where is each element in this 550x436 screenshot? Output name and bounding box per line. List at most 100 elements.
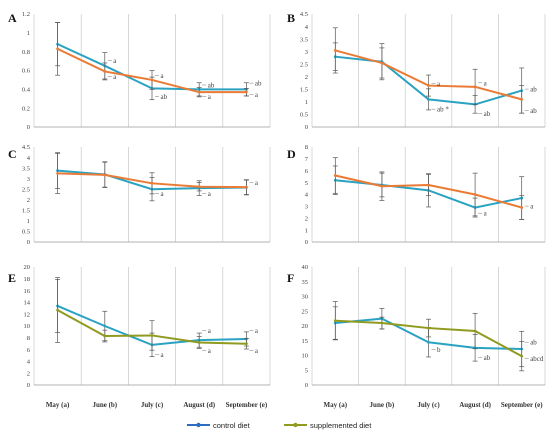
panel-label-c: C [8,147,17,161]
y-tick-label: 0.5 [22,229,30,236]
series-supp [332,27,525,114]
data-point [333,174,337,177]
significance-label: ab [530,107,537,115]
y-tick-label: 20 [24,264,31,271]
y-tick-label: 6 [27,347,31,354]
data-point [245,90,248,94]
significance-label: a [113,73,117,81]
data-point [473,85,477,89]
y-tick-label: 1.5 [300,87,308,94]
y-tick-label: 2.5 [22,186,30,193]
legend-supplemented-label: supplemented diet [310,421,372,430]
significance-label: a [255,327,259,335]
panel-label-d: D [287,147,296,161]
panel-label-e: E [8,271,16,285]
y-tick-label: 1 [305,227,308,234]
data-point [473,193,477,196]
y-tick-label: 20 [302,323,309,330]
significance-label: ab * [437,106,449,114]
y-tick-label: 3 [305,204,308,211]
panel-label-a: A [8,11,17,25]
data-point [197,341,201,344]
data-point [245,185,248,189]
panel-c: C 0 0.5 1 1.5 2 2.5 3 3.5 4 4.5 a a a [8,144,271,246]
series-supp [332,157,525,220]
significance-label: a [208,93,212,101]
y-tick-label: 8 [27,335,30,342]
significance-label: ab [530,86,537,94]
y-tick-label: 4 [305,192,309,199]
y-tick-label: 1.2 [22,11,30,18]
y-tick-label: 4.5 [22,144,30,151]
y-tick-label: 0.2 [22,105,30,112]
panel-f: F 0 5 10 15 20 25 30 35 40 May (a) June (b) July (c)… [287,264,546,409]
data-point [520,354,524,358]
significance-label: a [161,351,165,359]
data-point [333,49,337,52]
series-supp [55,22,249,98]
y-tick-label: 0 [305,382,308,389]
significance-label: a [255,347,259,355]
data-point [380,184,384,188]
x-tick-label: August (d) [183,401,215,409]
significance-label: a [255,179,259,187]
y-tick-label: 18 [24,276,31,283]
significance-label: b [437,346,441,354]
data-point [427,340,430,344]
significance-label: ab [161,93,168,101]
y-tick-label: 2 [305,215,308,222]
data-point [520,97,524,101]
y-tick-label: 30 [302,294,309,301]
y-tick-label: 1 [305,99,308,106]
data-point [427,97,430,101]
data-point [150,181,154,185]
data-point [197,185,201,189]
y-tick-label: 8 [305,144,308,151]
data-point [473,329,477,333]
data-point [427,84,430,87]
y-tick-label: 1.5 [22,208,30,215]
panel-b: B 0 0.5 1 1.5 2 2.5 3 3.5 4 4.5 a ab * a ab ab ab [287,11,546,131]
data-point [245,342,248,346]
significance-label: a [208,190,212,198]
y-tick-label: 0.4 [22,87,31,94]
legend: control diet supplemented diet [187,421,372,430]
y-tick-label: 4 [27,155,31,162]
significance-label: ab [255,80,262,88]
panel-d: D 0 1 2 3 4 5 6 7 8 a a [287,144,546,246]
y-tick-label: 2 [305,74,308,81]
y-tick-label: 0 [27,124,30,131]
data-point [150,78,154,82]
x-tick-label: August (d) [459,401,491,409]
series-supp [55,277,249,351]
y-tick-label: 3.5 [22,165,30,172]
y-tick-label: 10 [302,353,309,360]
y-tick-label: 10 [24,323,31,330]
panel-label-b: B [287,11,295,25]
y-tick-label: 1 [27,30,30,37]
data-point [380,61,384,65]
legend-control-label: control diet [213,421,251,430]
y-tick-label: 2 [27,370,30,377]
y-tick-label: 3.5 [300,36,308,43]
y-tick-label: 12 [24,311,31,318]
data-point [56,308,59,312]
data-point [56,47,59,51]
significance-label: a [484,210,488,218]
y-tick-label: 2 [27,197,30,204]
series-supp [55,152,249,195]
x-tick-label: May (a) [324,401,348,409]
x-tick-label: July (c) [417,401,440,409]
significance-label: ab [208,82,215,90]
significance-label: a [530,203,534,211]
data-point [520,206,524,209]
x-tick-label: June (b) [370,401,395,409]
panel-label-f: F [287,271,294,285]
significance-label: abcd [530,355,544,363]
y-tick-label: 25 [302,308,309,315]
y-tick-label: 4.5 [300,11,308,18]
significance-label: ab [484,110,491,118]
y-tick-label: 0 [305,239,308,246]
